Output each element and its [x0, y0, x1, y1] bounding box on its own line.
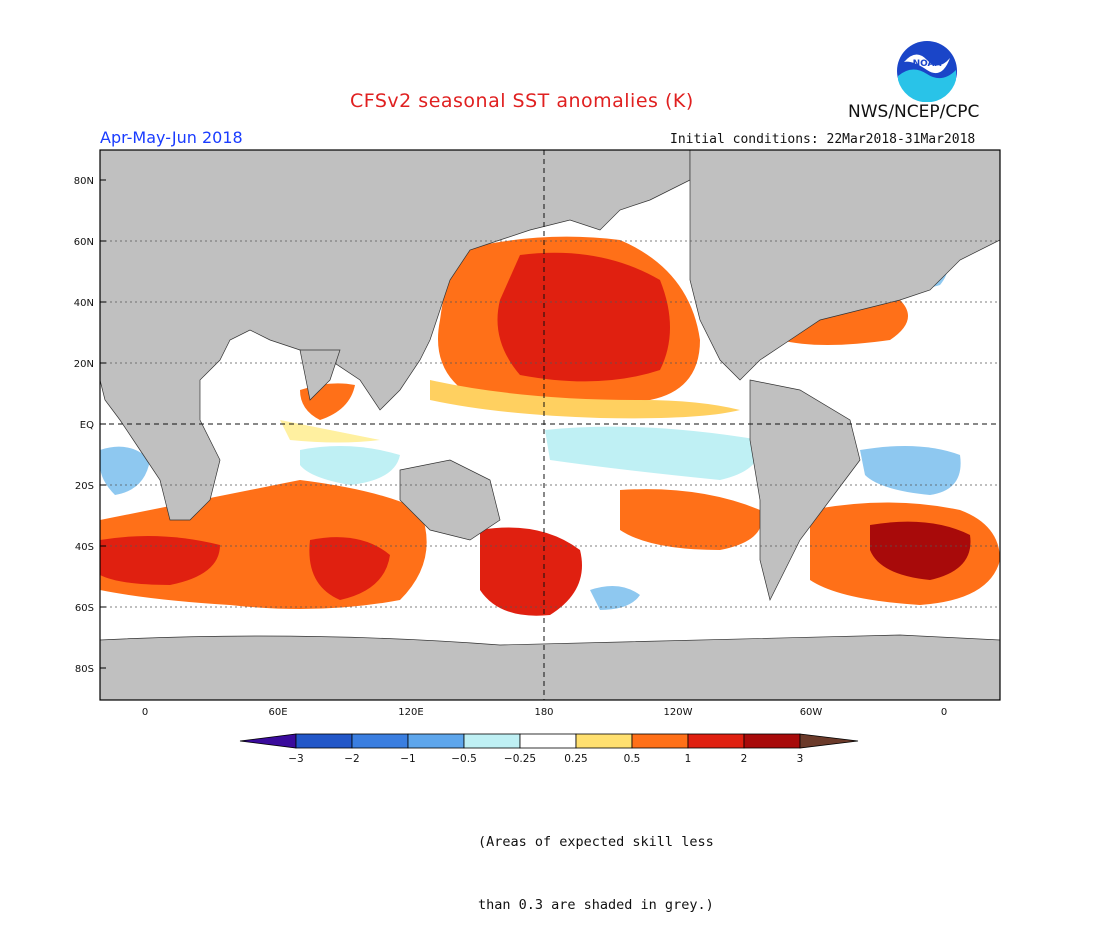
anomaly-strong-southern-indian-east — [309, 537, 390, 600]
anomaly-cool-southeast-atlantic — [100, 446, 150, 495]
chart-title: CFSv2 seasonal SST anomalies (K) — [350, 90, 694, 112]
colorbar-arrow-low — [239, 733, 297, 749]
logo-text: NOAA — [913, 59, 942, 69]
colorbar-label-3: −0.5 — [451, 753, 477, 765]
anomaly-strong-north-pacific — [497, 252, 670, 382]
map-frame — [99, 149, 1001, 701]
lon-labels: 0 60E 120E 180 120W 60W 0 — [142, 707, 947, 718]
lon-label-120e: 120E — [398, 707, 423, 718]
colorbar-label-5: 0.25 — [564, 753, 587, 765]
anomaly-field — [100, 178, 1000, 616]
lat-ticks — [100, 179, 106, 669]
anomaly-light-equatorial-band — [280, 420, 380, 443]
lat-label-60s: 60S — [75, 603, 94, 614]
anomaly-cool-south-atlantic — [860, 446, 961, 495]
colorbar-label-6: 0.5 — [624, 753, 641, 765]
anomaly-light-subtropical-pacific — [430, 380, 740, 419]
anomaly-cool-equatorial-pacific — [545, 426, 761, 480]
land-india — [299, 349, 341, 401]
land-australia — [399, 459, 501, 541]
lat-label-80s: 80S — [75, 664, 94, 675]
lon-label-180: 180 — [534, 707, 553, 718]
anomaly-warm-tasman — [480, 527, 582, 616]
colorbar-arrow-high — [799, 733, 859, 749]
skill-note: (Areas of expected skill less than 0.3 a… — [478, 790, 714, 937]
colorbar-label-7: 1 — [685, 753, 692, 765]
anomaly-strong-south-atlantic — [870, 521, 971, 580]
colorbar-bin-7 — [631, 733, 689, 749]
colorbar-bin-8 — [687, 733, 745, 749]
lat-label-40n: 40N — [74, 298, 94, 309]
colorbar-bin-6 — [575, 733, 633, 749]
skill-note-line-2: than 0.3 are shaded in grey.) — [478, 897, 714, 913]
colorbar-bin-3 — [407, 733, 465, 749]
lat-label-40s: 40S — [75, 542, 94, 553]
land-north-america — [689, 150, 1000, 381]
colorbar-label-9: 3 — [797, 753, 804, 765]
colorbar — [239, 733, 859, 749]
lon-label-0-west: 0 — [142, 707, 148, 718]
anomaly-cool-southern-pacific — [590, 586, 640, 610]
colorbar-label-8: 2 — [741, 753, 748, 765]
anomaly-strong-southern-indian — [100, 536, 220, 585]
colorbar-bin-2 — [351, 733, 409, 749]
sst-anomaly-map: 80N 60N 40N 20N EQ 20S 40S 60S 80S 0 60E… — [74, 149, 1001, 765]
colorbar-label-0: −3 — [288, 753, 303, 765]
lat-label-80n: 80N — [74, 176, 94, 187]
lon-label-120w: 120W — [664, 707, 693, 718]
noaa-logo: NOAA — [897, 41, 957, 102]
colorbar-bin-9 — [743, 733, 801, 749]
lat-labels: 80N 60N 40N 20N EQ 20S 40S 60S 80S — [74, 176, 94, 675]
colorbar-bin-4 — [463, 733, 521, 749]
lat-label-eq: EQ — [80, 420, 94, 431]
lat-grid-lines — [100, 240, 1000, 608]
agency-label: NWS/NCEP/CPC — [848, 102, 980, 122]
skill-note-line-1: (Areas of expected skill less — [478, 834, 714, 850]
lon-label-60e: 60E — [268, 707, 287, 718]
land-antarctica — [100, 634, 1000, 700]
anomaly-cool-south-indian — [300, 446, 400, 485]
initial-conditions: Initial conditions: 22Mar2018-31Mar2018 — [670, 132, 976, 147]
land-south-america — [749, 379, 861, 602]
colorbar-label-4: −0.25 — [504, 753, 536, 765]
lat-label-20n: 20N — [74, 359, 94, 370]
colorbar-labels: −3 −2 −1 −0.5 −0.25 0.25 0.5 1 2 3 — [288, 753, 803, 765]
lat-label-60n: 60N — [74, 237, 94, 248]
colorbar-bin-1 — [295, 733, 353, 749]
lon-label-0-east: 0 — [941, 707, 947, 718]
colorbar-label-1: −2 — [344, 753, 359, 765]
lat-label-20s: 20S — [75, 481, 94, 492]
colorbar-bin-5 — [519, 733, 577, 749]
forecast-period: Apr-May-Jun 2018 — [100, 128, 243, 147]
land-masses — [100, 150, 1000, 700]
lon-label-60w: 60W — [800, 707, 823, 718]
anomaly-warm-south-pacific — [620, 489, 762, 550]
colorbar-label-2: −1 — [400, 753, 415, 765]
